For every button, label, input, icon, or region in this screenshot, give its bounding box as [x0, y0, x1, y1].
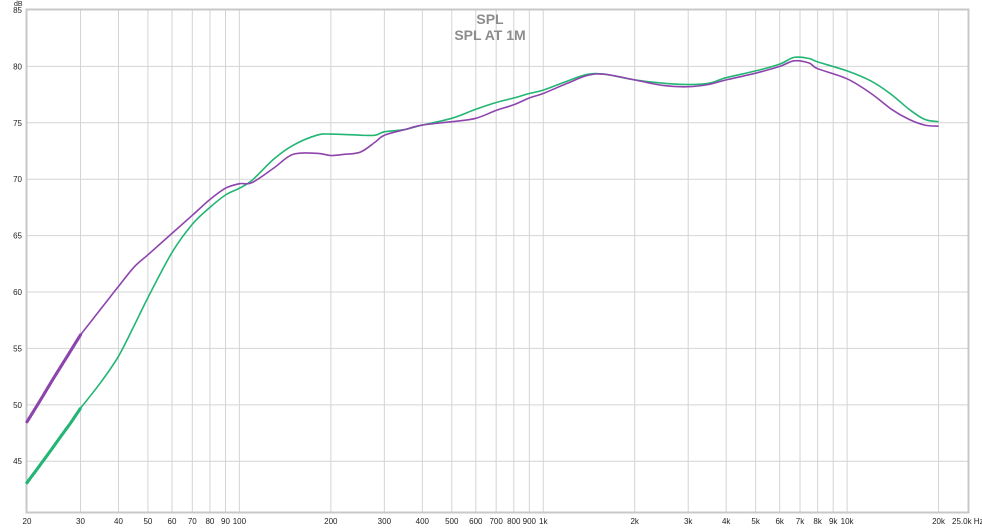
chart-subtitle: SPL AT 1M	[454, 27, 525, 43]
series-line-1	[79, 59, 939, 336]
x-tick-label: 900	[523, 517, 537, 526]
chart-title: SPL	[476, 11, 504, 27]
y-tick-label: 60	[13, 288, 22, 297]
x-tick-label: 80	[205, 517, 214, 526]
x-tick-label: 5k	[751, 517, 760, 526]
x-tick-label: 60	[168, 517, 177, 526]
y-tick-label: 45	[13, 457, 22, 466]
x-tick-label: 30	[76, 517, 85, 526]
y-tick-label: 85	[13, 6, 22, 15]
x-tick-label: 10k	[841, 517, 855, 526]
x-tick-label: 100	[233, 517, 247, 526]
x-tick-label: 1k	[539, 517, 548, 526]
x-tick-label: 20	[23, 517, 32, 526]
y-tick-label: 50	[13, 401, 22, 410]
series-line-0	[79, 56, 939, 409]
x-tick-label: 800	[507, 517, 521, 526]
x-tick-label: 700	[489, 517, 503, 526]
x-tick-label: 2k	[630, 517, 639, 526]
x-tick-label: 500	[445, 517, 459, 526]
y-tick-label: 80	[13, 62, 22, 71]
x-tick-label: 20k	[932, 517, 946, 526]
y-axis-ticks: 85 80 75 70 65 60 55 50 45	[13, 6, 22, 466]
x-tick-label: 70	[188, 517, 197, 526]
y-tick-label: 65	[13, 232, 22, 241]
plot-frame	[25, 8, 970, 514]
y-tick-label: 75	[13, 119, 22, 128]
y-tick-label: 55	[13, 344, 22, 353]
x-tick-label: 90	[221, 517, 230, 526]
x-tick-label: 25.0k Hz	[952, 517, 982, 526]
extrapolated-series-line-0	[25, 406, 83, 485]
grid	[27, 9, 968, 512]
x-tick-label: 200	[324, 517, 338, 526]
y-unit-label: dB	[14, 1, 23, 8]
x-tick-label: 8k	[813, 517, 822, 526]
series-layer	[25, 56, 939, 485]
x-tick-label: 300	[378, 517, 392, 526]
x-tick-label: 600	[469, 517, 483, 526]
x-tick-label: 9k	[829, 517, 838, 526]
x-tick-label: 4k	[722, 517, 731, 526]
x-tick-label: 400	[416, 517, 430, 526]
x-tick-label: 50	[143, 517, 152, 526]
extrapolated-series-line-1	[25, 333, 83, 424]
x-tick-label: 3k	[684, 517, 693, 526]
x-axis-ticks: 20 30 40 50 60 70 80 90 100 200 300 400 500 600 700 800…	[23, 517, 982, 526]
x-tick-label: 6k	[775, 517, 784, 526]
y-tick-label: 70	[13, 175, 22, 184]
x-tick-label: 40	[114, 517, 123, 526]
x-tick-label: 7k	[796, 517, 805, 526]
